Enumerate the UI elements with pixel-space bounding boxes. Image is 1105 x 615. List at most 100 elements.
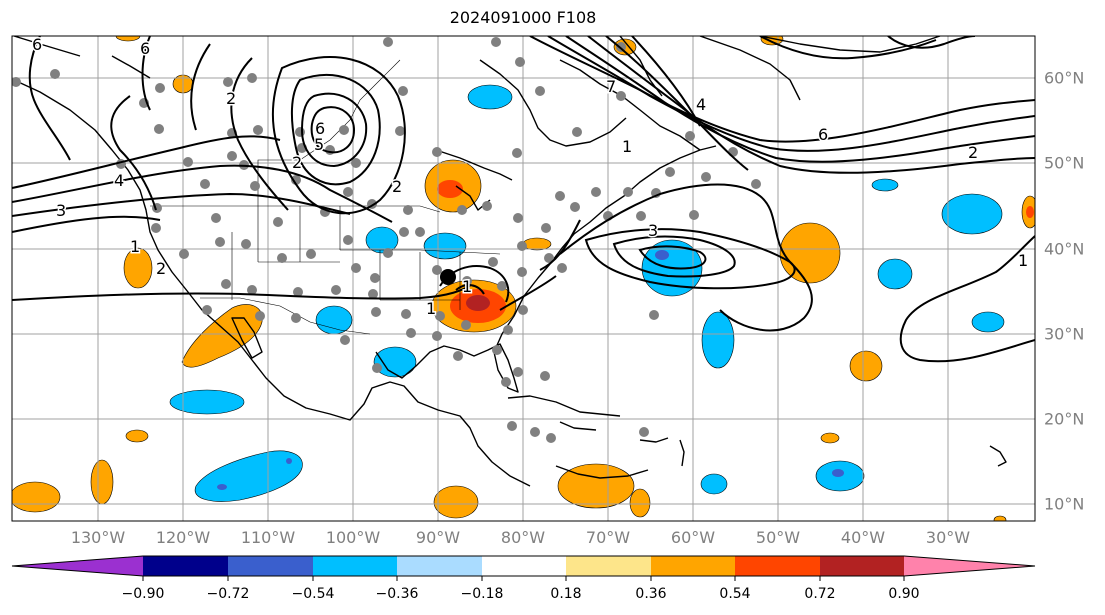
lon-tick-label: 50°W	[755, 528, 801, 547]
negative-anomaly	[700, 473, 728, 495]
colorbar-segment	[566, 556, 651, 576]
contour-labels: 6 6 6 5 4 3 3 2 2 2 2 1 1 1 1 1 2 4 7 6	[31, 35, 1030, 320]
positive-anomaly	[123, 247, 153, 289]
positive-anomaly	[90, 459, 114, 505]
strongest-positive-anomaly	[466, 295, 490, 311]
contour-label: 7	[606, 77, 616, 96]
lat-tick-label: 10°N	[1044, 494, 1085, 514]
negative-anomaly	[871, 178, 899, 192]
colorbar-tick-label: 0.54	[719, 586, 751, 602]
colorbar-segment	[904, 556, 1035, 576]
strong-negative-anomaly	[655, 250, 669, 260]
positive-anomaly	[12, 481, 61, 513]
contour-label: 4	[696, 95, 706, 114]
colorbar-segment	[482, 556, 566, 576]
colorbar-tick-label: 0.90	[888, 586, 920, 602]
lat-tick-label: 60°N	[1044, 68, 1085, 88]
contour-label: 2	[156, 259, 166, 278]
colorbar-segment	[12, 556, 143, 576]
contour-label: 2	[392, 177, 402, 196]
strong-positive-anomaly	[1026, 206, 1034, 218]
positive-anomaly	[849, 350, 883, 382]
negative-anomaly	[467, 84, 513, 110]
contour-label: 1	[130, 237, 140, 256]
positive-anomaly	[522, 237, 552, 251]
lon-tick-label: 70°W	[585, 528, 631, 547]
contour-label: 1	[1018, 251, 1028, 270]
positive-anomaly	[629, 488, 651, 518]
strong-negative-anomaly	[832, 469, 844, 477]
contour-label: 3	[648, 221, 658, 240]
positive-anomaly	[433, 485, 479, 519]
contour-label: 4	[114, 171, 124, 190]
negative-anomaly	[971, 311, 1005, 333]
colorbar-segment	[313, 556, 397, 576]
contour-label: 1	[426, 299, 436, 318]
contour-label: 3	[56, 201, 66, 220]
lon-tick-label: 110°W	[240, 528, 296, 547]
marked-location	[440, 269, 456, 285]
lon-tick-label: 120°W	[155, 528, 211, 547]
lon-tick-label: 40°W	[840, 528, 886, 547]
lon-tick-label: 80°W	[500, 528, 546, 547]
map-title: 2024091000 F108	[449, 8, 597, 27]
contour-label: 2	[968, 143, 978, 162]
colorbar-tick-label: −0.36	[375, 586, 419, 602]
colorbar-tick-label: 0.72	[804, 586, 836, 602]
strong-negative-anomaly	[286, 458, 292, 464]
contour-label: 6	[32, 35, 42, 54]
negative-anomaly	[423, 232, 467, 260]
contour-label: 1	[462, 277, 472, 296]
colorbar-segment	[228, 556, 313, 576]
lon-tick-label: 30°W	[925, 528, 971, 547]
negative-anomaly	[877, 258, 913, 290]
contour-label: 5	[314, 135, 324, 154]
colorbar-tick-label: −0.90	[121, 586, 165, 602]
negative-anomaly	[701, 311, 735, 369]
colorbar-segment	[651, 556, 735, 576]
negative-anomaly	[315, 305, 353, 335]
colorbar-segment	[397, 556, 482, 576]
lat-tick-label: 20°N	[1044, 409, 1085, 429]
map-panel: 6 6 6 5 4 3 3 2 2 2 2 1 1 1 1 1 2 4 7 6	[12, 35, 1035, 521]
contour-label: 6	[818, 125, 828, 144]
negative-anomaly	[373, 346, 417, 378]
lon-tick-label: 60°W	[670, 528, 716, 547]
contour-label: 2	[226, 89, 236, 108]
lat-tick-label: 30°N	[1044, 324, 1085, 344]
colorbar-tick-label: 0.36	[635, 586, 667, 602]
lon-tick-label: 90°W	[415, 528, 461, 547]
contour-label: 1	[622, 137, 632, 156]
colorbar-tick-label: −0.18	[460, 586, 504, 602]
colorbar-segment	[820, 556, 904, 576]
strong-positive-anomaly	[437, 180, 463, 198]
lon-tick-label: 130°W	[70, 528, 126, 547]
colorbar-segment	[735, 556, 820, 576]
positive-anomaly	[779, 222, 841, 284]
strong-negative-anomaly	[217, 484, 227, 490]
positive-anomaly	[557, 463, 635, 509]
positive-anomaly	[993, 515, 1007, 521]
colorbar-tick-label: −0.54	[291, 586, 335, 602]
negative-anomaly	[365, 226, 399, 254]
positive-anomaly	[181, 304, 263, 368]
lat-tick-label: 40°N	[1044, 239, 1085, 259]
positive-anomaly	[125, 429, 149, 443]
station-markers	[12, 37, 761, 443]
anomaly-fields	[12, 36, 1035, 521]
negative-anomaly	[941, 193, 1003, 235]
lon-tick-label: 100°W	[325, 528, 381, 547]
colorbar	[11, 555, 1036, 581]
map-frame	[11, 35, 1036, 522]
negative-anomaly	[169, 389, 245, 415]
lat-tick-label: 50°N	[1044, 153, 1085, 173]
positive-anomaly	[115, 36, 141, 42]
contour-lines	[12, 36, 1035, 363]
contour-label: 6	[140, 39, 150, 58]
colorbar-tick-label: −0.72	[206, 586, 250, 602]
positive-anomaly	[820, 432, 840, 444]
colorbar-segment	[143, 556, 228, 576]
contour-label: 6	[315, 119, 325, 138]
contour-label: 2	[292, 153, 302, 172]
